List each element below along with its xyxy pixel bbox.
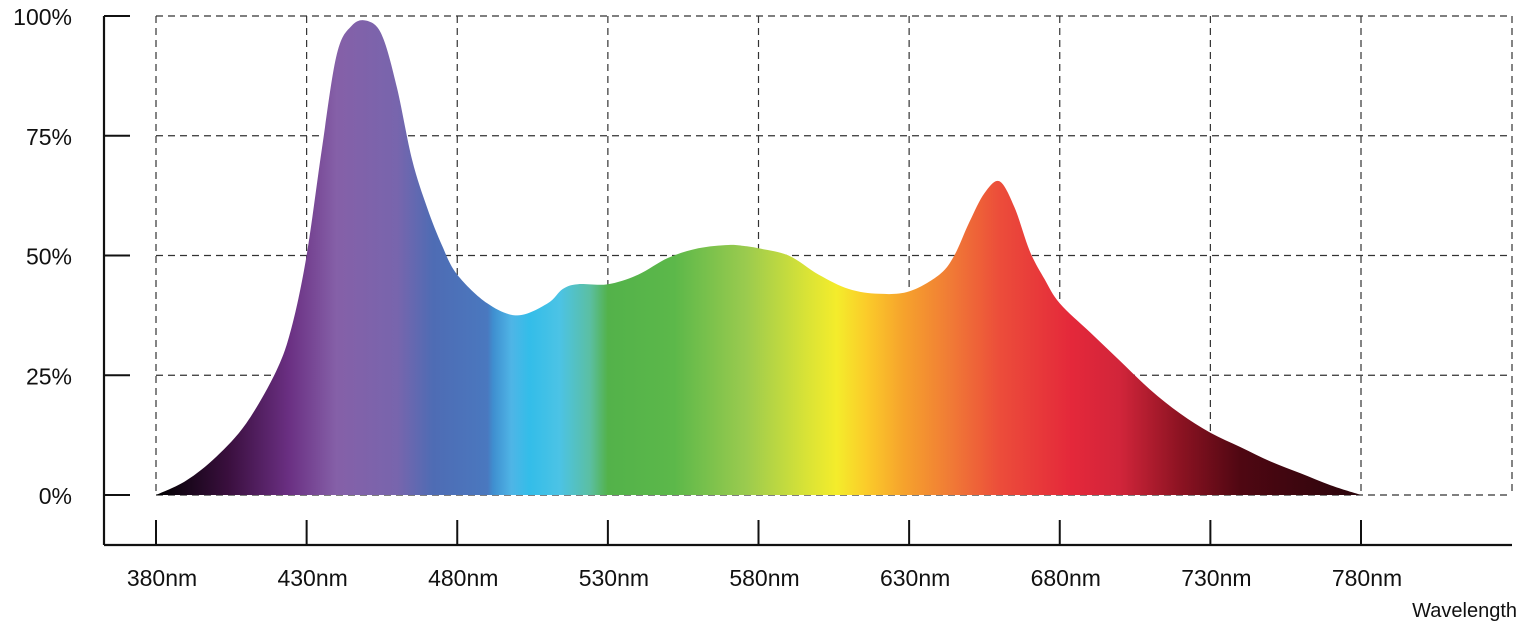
x-tick-label: 430nm	[277, 565, 347, 591]
x-tick-label: 680nm	[1031, 565, 1101, 591]
spectrum-area	[156, 20, 1361, 495]
x-tick-label: 380nm	[127, 565, 197, 591]
x-tick-label: 480nm	[428, 565, 498, 591]
y-tick-label: 50%	[26, 244, 72, 270]
x-tick-label: 530nm	[579, 565, 649, 591]
x-axis-label: Wavelength	[1412, 600, 1517, 622]
y-tick-label: 25%	[26, 363, 72, 389]
x-tick-label: 730nm	[1181, 565, 1251, 591]
y-tick-label: 75%	[26, 124, 72, 150]
axes	[102, 16, 1512, 547]
x-ticks: 380nm 430nm 480nm 530nm 580nm 630nm 680nm 730nm…	[127, 520, 1402, 591]
x-tick-label: 630nm	[880, 565, 950, 591]
x-tick-label: 580nm	[729, 565, 799, 591]
y-ticks: 0% 25% 50% 75% 100%	[13, 4, 130, 509]
y-tick-label: 100%	[13, 4, 72, 30]
y-tick-label: 0%	[39, 483, 72, 509]
x-tick-label: 780nm	[1332, 565, 1402, 591]
